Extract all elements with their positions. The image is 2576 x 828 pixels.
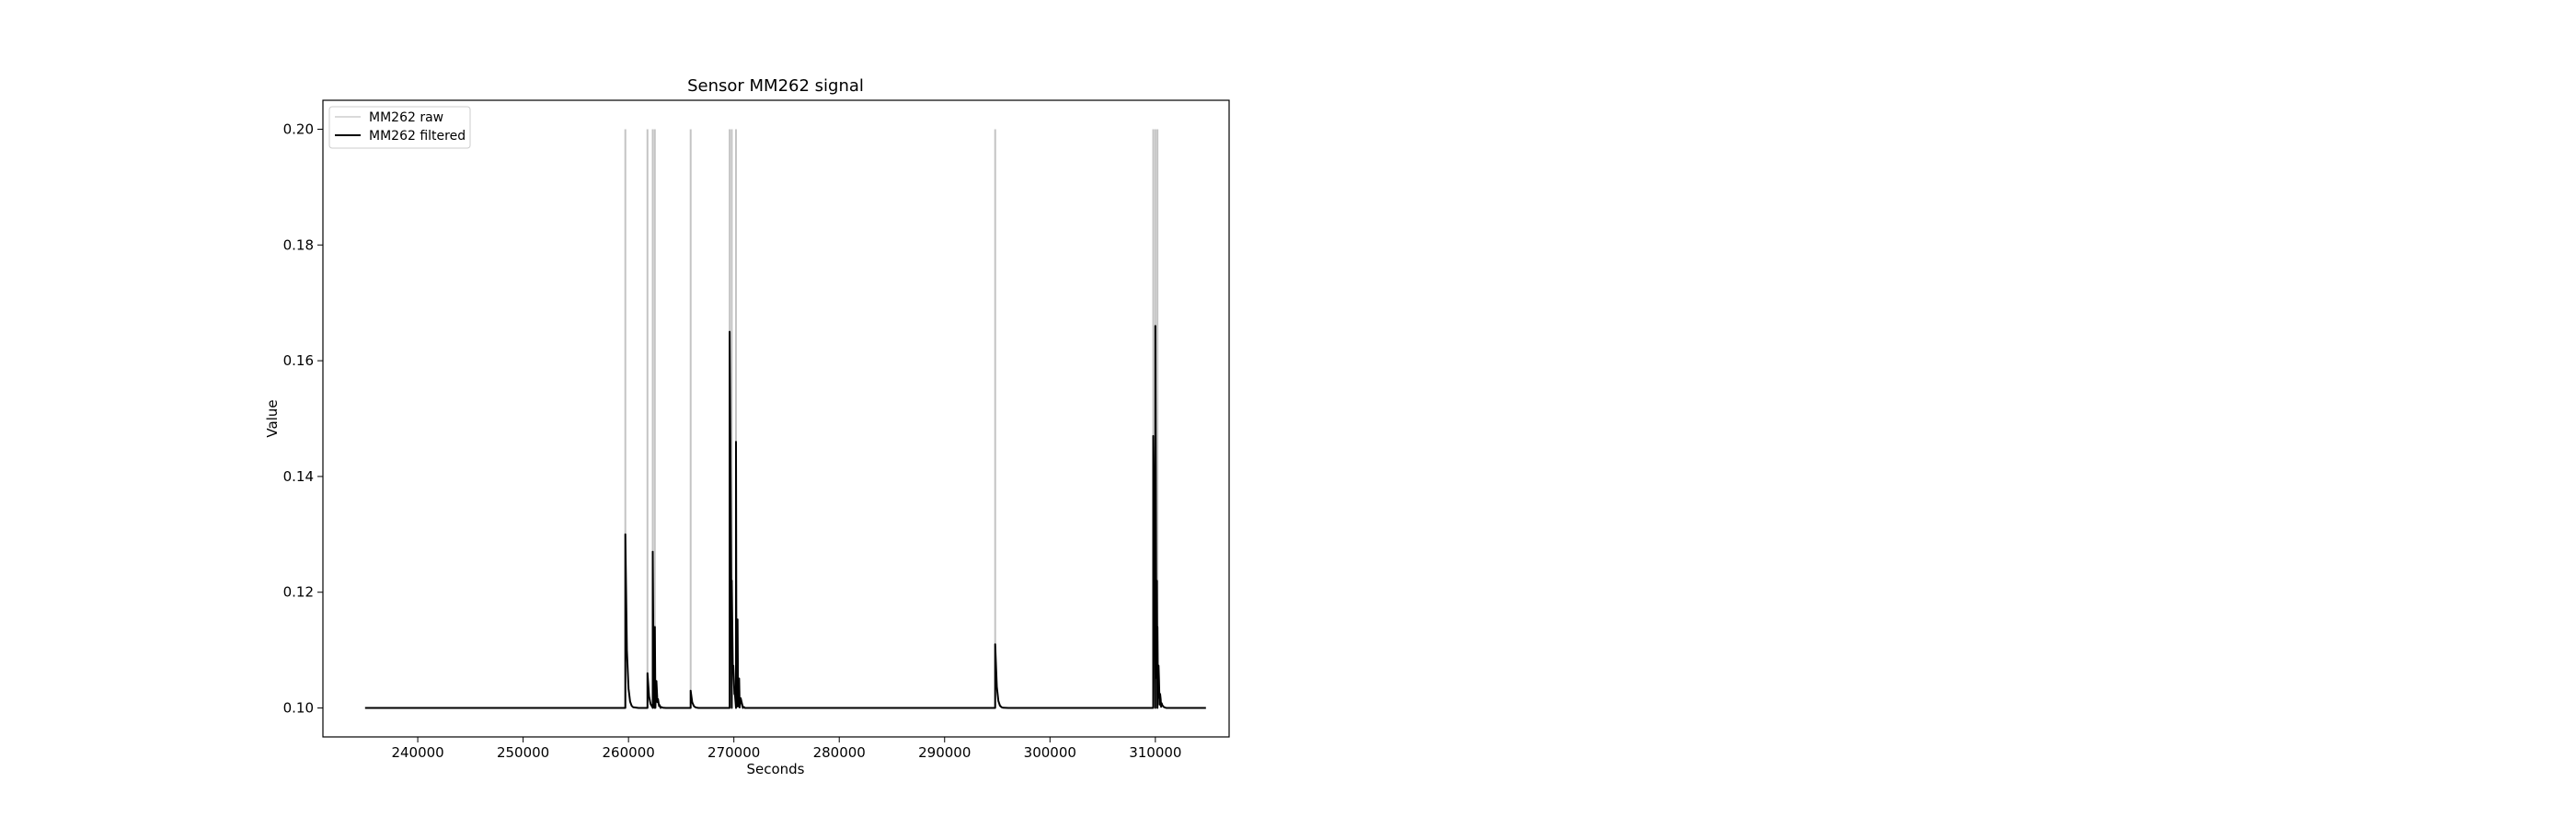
legend-box: [328, 106, 471, 149]
x-tick-label: 250000: [497, 744, 549, 761]
filtered-peak-point: [646, 673, 649, 674]
x-axis: 240000 250000 260000 270000 280000 290000 3000…: [391, 737, 1181, 761]
filtered-peak-point: [730, 580, 733, 581]
plot-area: [364, 129, 1206, 709]
x-tick-label: 290000: [918, 744, 971, 761]
x-tick-label: 270000: [707, 744, 760, 761]
legend: MM262 raw MM262 filtered: [328, 106, 471, 149]
x-tick-label: 310000: [1129, 744, 1181, 761]
x-tick-label: 240000: [391, 744, 443, 761]
filtered-peak-point: [624, 534, 627, 535]
plot-frame: [322, 99, 1230, 738]
y-tick-label: 0.20: [283, 121, 314, 137]
chart-title: Sensor MM262 signal: [687, 76, 864, 96]
x-axis-label: Seconds: [746, 761, 804, 777]
y-tick-label: 0.16: [283, 352, 314, 369]
filtered-peak-point: [689, 689, 692, 692]
y-tick-label: 0.18: [283, 236, 314, 253]
filtered-peak-point: [1152, 435, 1155, 437]
y-tick-label: 0.12: [283, 584, 314, 601]
filtered-line: [364, 325, 1206, 709]
filtered-peak-point: [651, 550, 654, 553]
filtered-peak-point: [994, 643, 996, 646]
filtered-peak-point: [729, 330, 730, 333]
filtered-peak-point: [1156, 626, 1158, 628]
filtered-peak-point: [653, 626, 656, 628]
x-tick-label: 300000: [1024, 744, 1076, 761]
legend-label-filtered: MM262 filtered: [369, 129, 466, 144]
filtered-peak-point: [1155, 325, 1156, 328]
y-tick-label: 0.10: [283, 700, 314, 717]
y-axis-label: Value: [264, 399, 281, 437]
x-tick-label: 280000: [813, 744, 866, 761]
y-tick-label: 0.14: [283, 468, 314, 485]
y-axis: 0.10 0.12 0.14 0.16 0.18 0.20: [283, 121, 323, 717]
legend-label-raw: MM262 raw: [369, 110, 443, 125]
filtered-peak-point: [735, 441, 737, 443]
x-tick-label: 260000: [603, 744, 655, 761]
